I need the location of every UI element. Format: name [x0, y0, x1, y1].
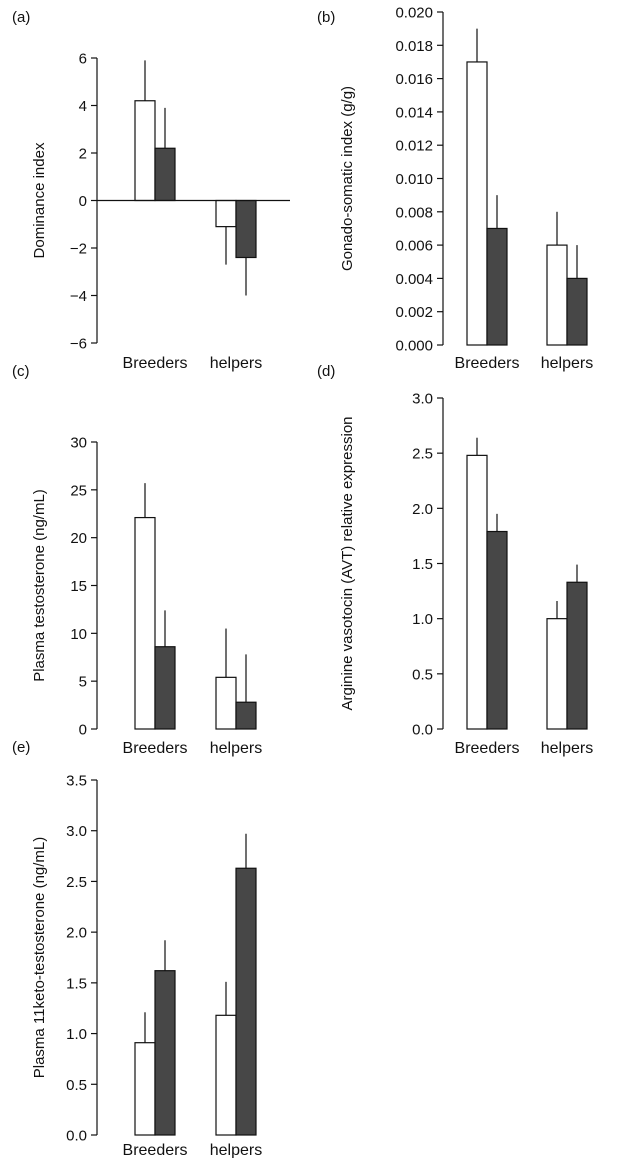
bar [215, 676, 237, 730]
y-tick-label: 0.004 [395, 271, 433, 288]
bar [546, 244, 568, 346]
y-tick-label: 0.018 [395, 38, 433, 55]
y-tick-label: 20 [70, 530, 87, 547]
y-tick-label: 0.000 [395, 338, 433, 355]
category-label: helpers [210, 740, 262, 757]
y-tick-label: 0 [79, 722, 87, 739]
y-tick-label: 1.0 [412, 611, 433, 628]
category-label: helpers [210, 355, 262, 372]
bar [134, 100, 156, 202]
chart-panel: (c) 0 5 10 15 20 25 30 Plasma testosterone (ng/m… [12, 363, 262, 757]
y-tick-label: 2 [79, 146, 87, 163]
y-tick-label: 0.002 [395, 304, 433, 321]
y-tick-label: 0.008 [395, 204, 433, 221]
bar [215, 1014, 237, 1136]
y-tick-label: 0.5 [412, 666, 433, 683]
bar [546, 618, 568, 730]
category-label: helpers [541, 740, 593, 757]
panel-label: (c) [12, 363, 30, 380]
panel-label: (a) [12, 9, 30, 26]
bar [235, 701, 257, 730]
bar [235, 867, 257, 1136]
bar [566, 581, 588, 730]
bar [566, 277, 588, 346]
bar [466, 454, 488, 730]
bar [486, 227, 508, 346]
y-tick-label: 1.5 [412, 556, 433, 573]
y-tick-label: 0.0 [66, 1128, 87, 1145]
bar [215, 199, 237, 228]
category-label: helpers [541, 355, 593, 372]
y-axis-title: Plasma testosterone (ng/mL) [31, 489, 48, 682]
y-tick-label: 0.006 [395, 238, 433, 255]
y-axis-title: Plasma 11keto-testosterone (ng/mL) [31, 837, 48, 1079]
y-tick-label: −2 [70, 241, 87, 258]
y-tick-label: 2.0 [412, 501, 433, 518]
panel-label: (e) [12, 739, 30, 756]
y-tick-label: −6 [70, 336, 87, 353]
y-tick-label: 0.014 [395, 104, 433, 121]
y-tick-label: 3.0 [412, 391, 433, 408]
category-label: Breeders [455, 740, 520, 757]
bar [154, 147, 176, 202]
y-tick-label: 0 [79, 193, 87, 210]
y-tick-label: 0.012 [395, 138, 433, 155]
y-tick-label: 0.0 [412, 722, 433, 739]
y-tick-label: 1.0 [66, 1026, 87, 1043]
y-tick-label: 6 [79, 51, 87, 68]
category-label: Breeders [455, 355, 520, 372]
y-tick-label: 25 [70, 482, 87, 499]
y-tick-label: 2.5 [66, 874, 87, 891]
bar [235, 199, 257, 259]
y-tick-label: −4 [70, 288, 87, 305]
bar [466, 61, 488, 346]
y-tick-label: 3.5 [66, 773, 87, 790]
panel-label: (b) [317, 9, 335, 26]
y-tick-label: 2.5 [412, 446, 433, 463]
y-tick-label: 3.0 [66, 823, 87, 840]
y-tick-label: 2.0 [66, 925, 87, 942]
category-label: helpers [210, 1142, 262, 1158]
panel-label: (d) [317, 363, 335, 380]
bar [154, 970, 176, 1136]
chart-panel: (a) −6 −4 −2 0 2 4 6 Dominance index Breeders help… [12, 9, 290, 372]
category-label: Breeders [123, 1142, 188, 1158]
y-axis-title: Dominance index [31, 142, 48, 258]
y-tick-label: 4 [79, 98, 87, 115]
y-tick-label: 1.5 [66, 975, 87, 992]
chart-panel: (e) 0.0 0.5 1.0 1.5 2.0 2.5 3.0 3.5 Plasma 11keto… [12, 739, 262, 1158]
bar [486, 530, 508, 730]
y-tick-label: 10 [70, 626, 87, 643]
bar [134, 516, 156, 730]
y-axis-title: Gonado-somatic index (g/g) [339, 86, 356, 271]
y-tick-label: 30 [70, 435, 87, 452]
y-tick-label: 0.010 [395, 171, 433, 188]
category-label: Breeders [123, 355, 188, 372]
bar [154, 646, 176, 730]
category-label: Breeders [123, 740, 188, 757]
y-tick-label: 0.5 [66, 1077, 87, 1094]
y-tick-label: 0.016 [395, 71, 433, 88]
chart-panel: (d) 0.0 0.5 1.0 1.5 2.0 2.5 3.0 Arginine vasotoc… [317, 363, 593, 757]
y-tick-label: 5 [79, 674, 87, 691]
y-tick-label: 0.020 [395, 5, 433, 22]
y-tick-label: 15 [70, 578, 87, 595]
chart-panel: (b) 0.000 0.002 0.004 0.006 0.008 0.010 0.012 0.… [317, 5, 593, 373]
y-axis-title: Arginine vasotocin (AVT) relative expres… [339, 416, 356, 710]
bar [134, 1042, 156, 1136]
